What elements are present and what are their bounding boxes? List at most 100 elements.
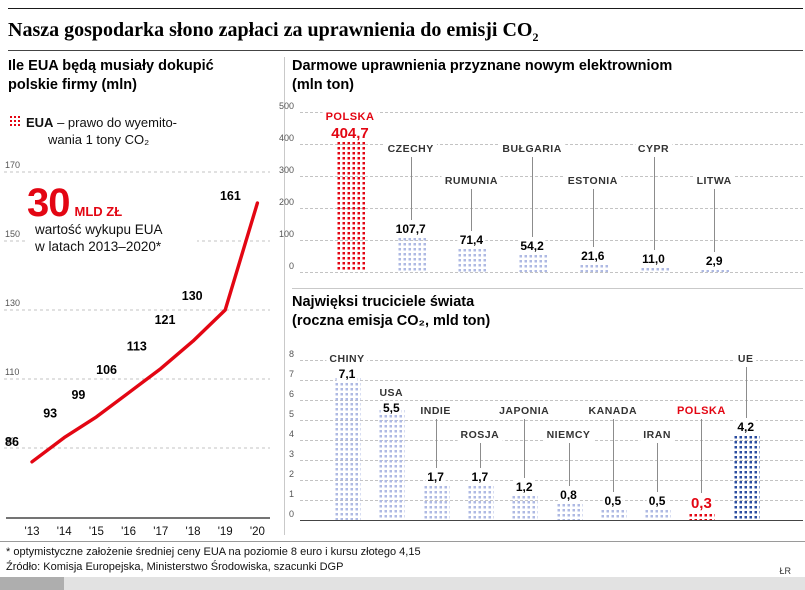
label-bugaria: BUŁGARIA (499, 143, 565, 155)
point-value-label: 86 (5, 435, 19, 449)
value-polska: 404,7 (329, 125, 371, 142)
gridline (300, 240, 803, 241)
y-tick-label: 5 (288, 409, 294, 419)
connector-line (471, 189, 473, 232)
connector-line (435, 419, 437, 468)
label-rumunia: RUMUNIA (441, 175, 501, 187)
label-polska: POLSKA (673, 405, 729, 417)
y-tick-label: 170 (5, 160, 20, 170)
x-tick-label: '19 (218, 526, 233, 538)
value-polska: 0,3 (688, 495, 714, 512)
eua-legend-text: EUA – prawo do wyemito- wania 1 tony CO₂ (26, 114, 177, 148)
gridline (300, 112, 803, 113)
connector-line (410, 157, 412, 220)
y-tick-label: 2 (288, 469, 294, 479)
connector-line (714, 189, 716, 252)
label-usa: USA (376, 387, 407, 399)
red-dots-swatch-icon (8, 116, 20, 128)
gridline (300, 400, 803, 401)
page-title-text: Nasza gospodarka słono zapłaci za uprawn… (8, 19, 533, 41)
gridline (300, 380, 803, 381)
gridline (300, 272, 803, 273)
bar-ue (731, 436, 760, 520)
connector-line (532, 157, 534, 237)
point-value-label: 113 (127, 340, 147, 354)
y-tick-label: 1 (288, 489, 294, 499)
right-charts-divider (292, 288, 803, 289)
value-niemcy: 0,8 (558, 488, 579, 502)
bar-czechy (395, 237, 426, 272)
allowances-chart-heading: Darmowe uprawnienia przyznane nowym elek… (292, 57, 672, 95)
eua-legend-line2: wania 1 tony CO₂ (48, 132, 150, 147)
footnote: * optymistyczne założenie średniej ceny … (6, 546, 421, 558)
bar-chiny (333, 378, 361, 520)
line-chart-heading-line2: polskie firmy (mln) (8, 77, 137, 93)
gridline (300, 208, 803, 209)
point-value-label: 121 (155, 313, 176, 327)
connector-line (653, 157, 655, 251)
x-tick-label: '18 (186, 526, 201, 538)
value-ue: 4,2 (735, 420, 757, 434)
emitters-heading-line2: (roczna emisja CO₂, mld ton) (292, 313, 491, 329)
bar-indie (421, 486, 450, 520)
y-tick-label: 130 (5, 298, 20, 308)
cost-annotation-number: 30 (27, 181, 70, 225)
value-chiny: 7,1 (336, 367, 358, 381)
value-kanada: 0,5 (602, 494, 624, 508)
x-tick-label: '17 (153, 526, 168, 538)
line-chart-heading: Ile EUA będą musiały dokupić polskie fir… (8, 57, 214, 95)
credit: ŁR (779, 566, 791, 576)
y-tick-label: 400 (278, 133, 294, 143)
bar-litwa (699, 269, 730, 272)
y-tick-label: 90 (5, 436, 15, 446)
cost-annotation: 30 MLD ZŁ wartość wykupu EUA w latach 201… (27, 183, 197, 255)
y-tick-label: 7 (288, 369, 294, 379)
emitters-heading-line1: Najwięksi truciciele świata (292, 294, 475, 310)
label-kanada: KANADA (585, 405, 641, 417)
value-rumunia: 71,4 (457, 233, 486, 248)
page-title: Nasza gospodarka słono zapłaci za uprawn… (8, 17, 538, 50)
emitters-chart-heading: Najwięksi truciciele świata (roczna emis… (292, 293, 490, 331)
y-tick-label: 4 (288, 429, 294, 439)
bar-niemcy (554, 504, 583, 520)
value-indie: 1,7 (425, 470, 446, 484)
value-rosja: 1,7 (469, 470, 491, 484)
label-estonia: ESTONIA (564, 175, 621, 187)
gridline (300, 176, 803, 177)
connector-line (479, 443, 481, 468)
bar-usa (377, 410, 406, 520)
line-chart-heading-line1: Ile EUA będą musiały dokupić (8, 58, 214, 74)
label-iran: IRAN (640, 429, 674, 441)
x-tick-label: '15 (89, 526, 104, 538)
connector-line (524, 419, 526, 478)
y-tick-label: 110 (5, 367, 19, 377)
bar-rumunia (456, 249, 487, 272)
point-value-label: 161 (220, 189, 241, 203)
label-litwa: LITWA (693, 175, 735, 187)
connector-line (657, 443, 659, 492)
title-divider (8, 50, 803, 51)
bar-rosja (465, 486, 494, 520)
connector-line (701, 419, 703, 493)
value-czechy: 107,7 (393, 221, 428, 236)
eua-legend: EUA – prawo do wyemito- wania 1 tony CO₂ (8, 114, 177, 148)
y-tick-label: 300 (278, 165, 294, 175)
connector-line (612, 419, 614, 492)
point-value-label: 93 (43, 407, 57, 421)
cost-annotation-line1: wartość wykupu EUA (35, 222, 163, 237)
value-litwa: 2,9 (703, 253, 725, 268)
x-tick-label: '13 (25, 526, 40, 538)
bar-cypr (638, 268, 669, 272)
label-polska: POLSKA (322, 111, 378, 123)
value-iran: 0,5 (646, 494, 668, 508)
y-tick-label: 8 (288, 349, 294, 359)
label-cypr: CYPR (634, 143, 673, 155)
gridline (300, 520, 803, 521)
label-indie: INDIE (417, 405, 454, 417)
scrollbar-track[interactable] (0, 577, 805, 590)
scrollbar-thumb[interactable] (0, 577, 64, 590)
co2-subscript: 2 (532, 30, 539, 44)
gridline (300, 480, 803, 481)
value-usa: 5,5 (380, 401, 402, 415)
x-tick-label: '16 (121, 526, 136, 538)
